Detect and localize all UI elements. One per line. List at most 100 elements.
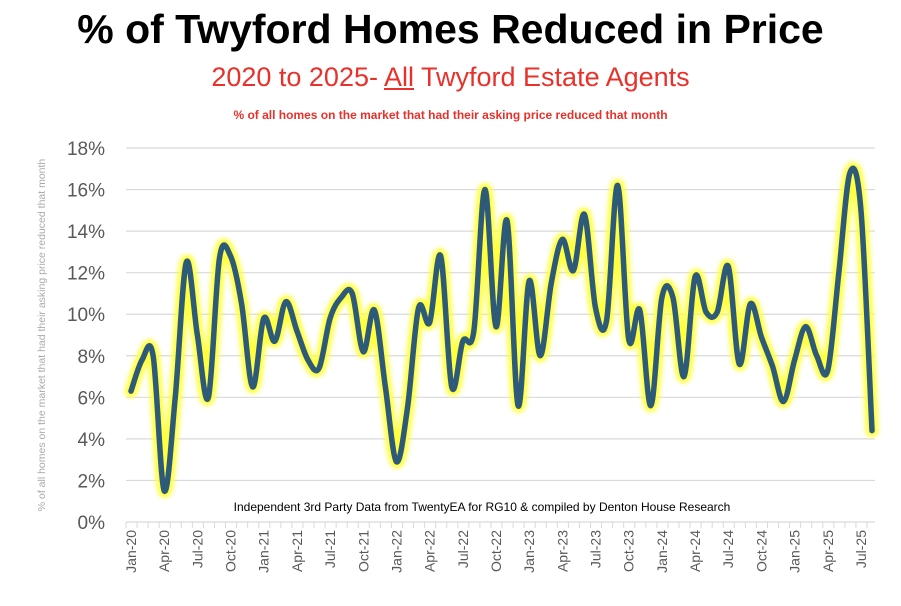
data-point — [814, 353, 820, 359]
data-point — [869, 428, 875, 434]
data-point — [338, 295, 344, 301]
x-tick-label: Oct-22 — [488, 530, 504, 572]
data-point — [416, 305, 422, 311]
data-point — [305, 357, 311, 363]
data-point — [692, 274, 698, 280]
data-point — [659, 295, 665, 301]
chart-title: % of Twyford Homes Reduced in Price — [77, 6, 824, 52]
y-tick-label: 8% — [78, 347, 106, 368]
data-point — [161, 488, 167, 494]
data-point — [670, 295, 676, 301]
data-point — [548, 280, 554, 286]
data-point — [847, 170, 853, 176]
data-point — [239, 301, 245, 307]
x-tick-label: Jan-21 — [256, 530, 272, 573]
data-point — [637, 307, 643, 313]
data-point — [194, 332, 200, 338]
y-tick-label: 4% — [78, 430, 106, 451]
y-tick-label: 2% — [78, 471, 106, 492]
source-annotation: Independent 3rd Party Data from TwentyEA… — [234, 500, 731, 514]
x-tick-label: Jul-24 — [720, 530, 736, 568]
x-tick-label: Jul-23 — [588, 530, 604, 568]
data-point — [604, 317, 610, 323]
subtitle-underlined: All — [383, 62, 414, 92]
x-tick-label: Oct-21 — [355, 530, 371, 572]
data-point — [150, 353, 156, 359]
data-point — [427, 320, 433, 326]
data-point — [128, 388, 134, 394]
data-point — [294, 328, 300, 334]
data-point — [393, 459, 399, 465]
x-tick-label: Apr-23 — [554, 530, 570, 572]
x-tick-label: Jan-22 — [388, 530, 404, 573]
data-point — [758, 334, 764, 340]
data-point — [836, 270, 842, 276]
data-point — [681, 374, 687, 380]
data-point — [283, 299, 289, 305]
data-point — [371, 307, 377, 313]
x-tick-label: Apr-25 — [820, 530, 836, 572]
y-tick-label: 16% — [67, 181, 105, 202]
data-point — [526, 278, 532, 284]
data-point — [438, 253, 444, 259]
data-point — [803, 324, 809, 330]
data-point — [781, 398, 787, 404]
data-point — [405, 405, 410, 411]
data-point — [228, 253, 234, 259]
x-tick-label: Apr-21 — [289, 530, 305, 572]
data-point — [482, 187, 488, 193]
y-tick-label: 10% — [67, 305, 105, 326]
data-point — [250, 384, 256, 390]
data-point — [825, 367, 831, 373]
data-point — [316, 365, 322, 371]
data-point — [792, 357, 798, 363]
data-point — [449, 384, 455, 390]
data-point — [747, 301, 753, 307]
data-point — [205, 394, 211, 400]
data-point — [593, 305, 599, 311]
data-point — [183, 259, 189, 265]
x-tick-label: Jul-21 — [322, 530, 338, 568]
data-point — [460, 338, 466, 344]
y-tick-label: 14% — [67, 222, 105, 243]
x-tick-label: Apr-20 — [156, 530, 172, 572]
chart-description: % of all homes on the market that had th… — [233, 108, 668, 122]
data-point — [615, 182, 621, 188]
y-tick-label: 6% — [78, 388, 106, 409]
x-tick-label: Jan-20 — [123, 530, 139, 573]
data-point — [703, 309, 709, 315]
x-tick-label: Jul-20 — [189, 530, 205, 568]
data-point — [327, 315, 333, 321]
data-point — [626, 336, 632, 342]
y-tick-label: 0% — [78, 513, 106, 534]
data-point — [648, 403, 654, 409]
x-tick-label: Jul-22 — [455, 530, 471, 568]
data-point — [504, 218, 510, 224]
subtitle-prefix: 2020 to 2025- — [211, 62, 384, 92]
subtitle-suffix: Twyford Estate Agents — [414, 62, 690, 92]
data-point — [471, 328, 477, 334]
x-tick-label: Oct-24 — [753, 530, 769, 572]
data-point — [493, 324, 499, 330]
x-tick-label: Apr-22 — [422, 530, 438, 572]
data-point — [559, 236, 565, 242]
data-point — [261, 315, 267, 321]
data-point — [349, 290, 355, 296]
x-tick-label: Oct-23 — [621, 530, 637, 572]
data-point — [725, 263, 731, 269]
x-tick-label: Apr-24 — [687, 530, 703, 572]
x-tick-label: Jan-25 — [787, 530, 803, 573]
data-point — [382, 384, 388, 390]
x-tick-label: Oct-20 — [223, 530, 239, 572]
x-tick-label: Jan-24 — [654, 530, 670, 573]
data-point — [172, 394, 178, 400]
data-point — [714, 309, 720, 315]
data-point — [515, 403, 521, 409]
data-point — [537, 353, 543, 359]
y-tick-label: 12% — [67, 264, 105, 285]
data-point — [272, 338, 278, 344]
y-axis-label: % of all homes on the market that had th… — [36, 159, 48, 512]
data-point — [570, 268, 576, 274]
data-point — [139, 357, 145, 363]
